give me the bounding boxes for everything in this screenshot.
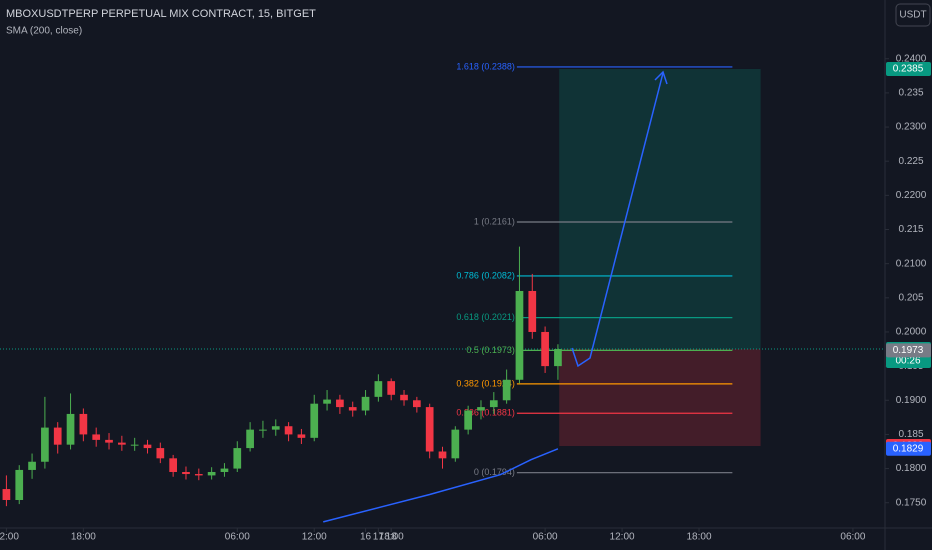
candle-body [143, 444, 152, 449]
fib-label: 1 (0.2161) [474, 216, 515, 226]
price-badge-label: 0.1973 [893, 345, 924, 356]
y-tick-label: 0.2400 [896, 53, 927, 64]
candle-body [323, 399, 331, 404]
candle-body [28, 461, 36, 470]
y-tick-label: 0.1750 [896, 497, 927, 508]
candle-body [336, 399, 344, 408]
arrow-head [654, 70, 668, 85]
y-tick-label: 0.2000 [896, 327, 927, 338]
candle-body [348, 407, 357, 411]
candle-body [79, 413, 88, 435]
indicator-label: SMA (200, close) [6, 26, 82, 37]
x-tick-label: 06:00 [225, 532, 250, 543]
candle-body [259, 429, 267, 431]
candle-body [130, 444, 139, 446]
fib-label: 0.236 (0.1881) [456, 408, 515, 418]
candle-body [310, 403, 319, 438]
candle-body [156, 448, 165, 459]
candle-body [2, 489, 11, 500]
y-tick-label: 0.1900 [896, 395, 927, 406]
x-tick-label: 06:00 [533, 532, 558, 543]
candle-body [554, 349, 562, 367]
y-tick-label: 0.235 [898, 88, 923, 99]
fib-label: 0.382 (0.1924) [456, 378, 515, 388]
candle-body [541, 331, 549, 367]
x-tick-label: 18:00 [687, 532, 712, 543]
y-tick-label: 0.2300 [896, 122, 927, 133]
y-tick-label: 0.225 [898, 156, 923, 167]
price-badge [886, 343, 931, 358]
candle-body [233, 448, 242, 469]
fib-label: 0.618 (0.2021) [456, 312, 515, 322]
sma-line [323, 448, 559, 523]
candle-body [515, 290, 524, 380]
candle-body [220, 468, 229, 472]
candle-body [284, 426, 293, 435]
candle-body [53, 427, 62, 445]
x-tick-label: 18:00 [71, 532, 96, 543]
candle-body [464, 410, 472, 430]
candle-body [105, 439, 113, 443]
candle-body [425, 407, 434, 452]
y-tick-label: 0.1800 [896, 463, 927, 474]
candle-body [66, 413, 75, 445]
candle-body [528, 290, 537, 332]
y-tick-label: 0.185 [898, 429, 923, 440]
candle-body [502, 379, 511, 401]
x-tick-label: 12:00 [610, 532, 635, 543]
candle-body [271, 426, 280, 430]
x-tick-label: 12:00 [302, 532, 327, 543]
x-tick-label: 16 [360, 532, 372, 543]
price-badge [886, 61, 931, 76]
profit-zone [559, 68, 761, 350]
x-tick-label: 18 [386, 532, 398, 543]
fib-label: 1.618 (0.2388) [456, 61, 515, 71]
candle-body [297, 434, 306, 438]
y-tick-label: 0.2100 [896, 258, 927, 269]
candle-body [374, 381, 383, 397]
y-tick-label: 0.205 [898, 292, 923, 303]
candle-body [92, 434, 101, 440]
loss-zone [559, 349, 761, 447]
x-tick-label: 18:00 [379, 532, 404, 543]
fib-label: 0.786 (0.2082) [456, 270, 515, 280]
candle-body [387, 381, 396, 395]
y-tick-label: 0.215 [898, 224, 923, 235]
plot: 1.618 (0.2388) 1 (0.2161) 0.786 (0.2082) 0.… [0, 61, 885, 523]
candle-body [413, 400, 421, 408]
currency-label: USDT [899, 10, 926, 21]
price-badge-label: 0.1829 [893, 443, 924, 454]
candle-body [207, 471, 216, 476]
candle-body [41, 427, 49, 462]
candle-body [361, 396, 370, 411]
x-tick-label: 06:00 [840, 532, 865, 543]
arrow-path [571, 72, 664, 368]
candle-body [246, 429, 254, 449]
fib-label: 0 (0.1794) [474, 467, 515, 477]
candle-body [400, 394, 408, 401]
countdown-label: 00:26 [895, 356, 920, 367]
candle-body [489, 400, 498, 408]
chart-title: MBOXUSDTPERP PERPETUAL MIX CONTRACT, 15,… [6, 8, 316, 20]
candle-body [477, 407, 485, 411]
candle-body [15, 469, 24, 500]
x-tick-label: 12:00 [0, 532, 19, 543]
price-badge [886, 441, 931, 456]
price-badge-label: 0.2385 [893, 64, 924, 75]
candle-body [194, 474, 203, 476]
candle-body [182, 471, 190, 475]
candle-body [451, 429, 460, 459]
candle-body [118, 442, 126, 445]
candle-body [438, 451, 447, 459]
fib-label: 0.5 (0.1973) [466, 345, 515, 355]
y-tick-label: 0.2200 [896, 190, 927, 201]
x-tick-label: 17 [373, 532, 385, 543]
candle-body [169, 458, 177, 472]
currency-button[interactable] [895, 3, 931, 27]
